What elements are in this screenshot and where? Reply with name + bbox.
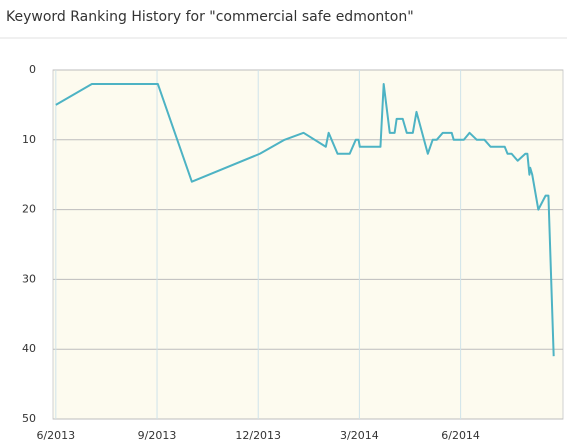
plot-area — [52, 69, 564, 420]
y-tick-label: 10 — [22, 133, 36, 146]
x-tick-label: 9/2013 — [138, 429, 177, 442]
y-tick-label: 30 — [22, 272, 36, 285]
line-series — [55, 82, 555, 357]
y-tick-label: 50 — [22, 412, 36, 425]
x-tick-label: 12/2013 — [235, 429, 281, 442]
x-tick-label: 6/2013 — [36, 429, 75, 442]
chart-title: Keyword Ranking History for "commercial … — [6, 9, 414, 25]
y-tick-label: 20 — [22, 203, 36, 216]
x-tick-label: 3/2014 — [340, 429, 379, 442]
y-tick-label: 40 — [22, 342, 36, 355]
y-tick-label: 0 — [29, 63, 36, 76]
x-tick-label: 6/2014 — [441, 429, 480, 442]
